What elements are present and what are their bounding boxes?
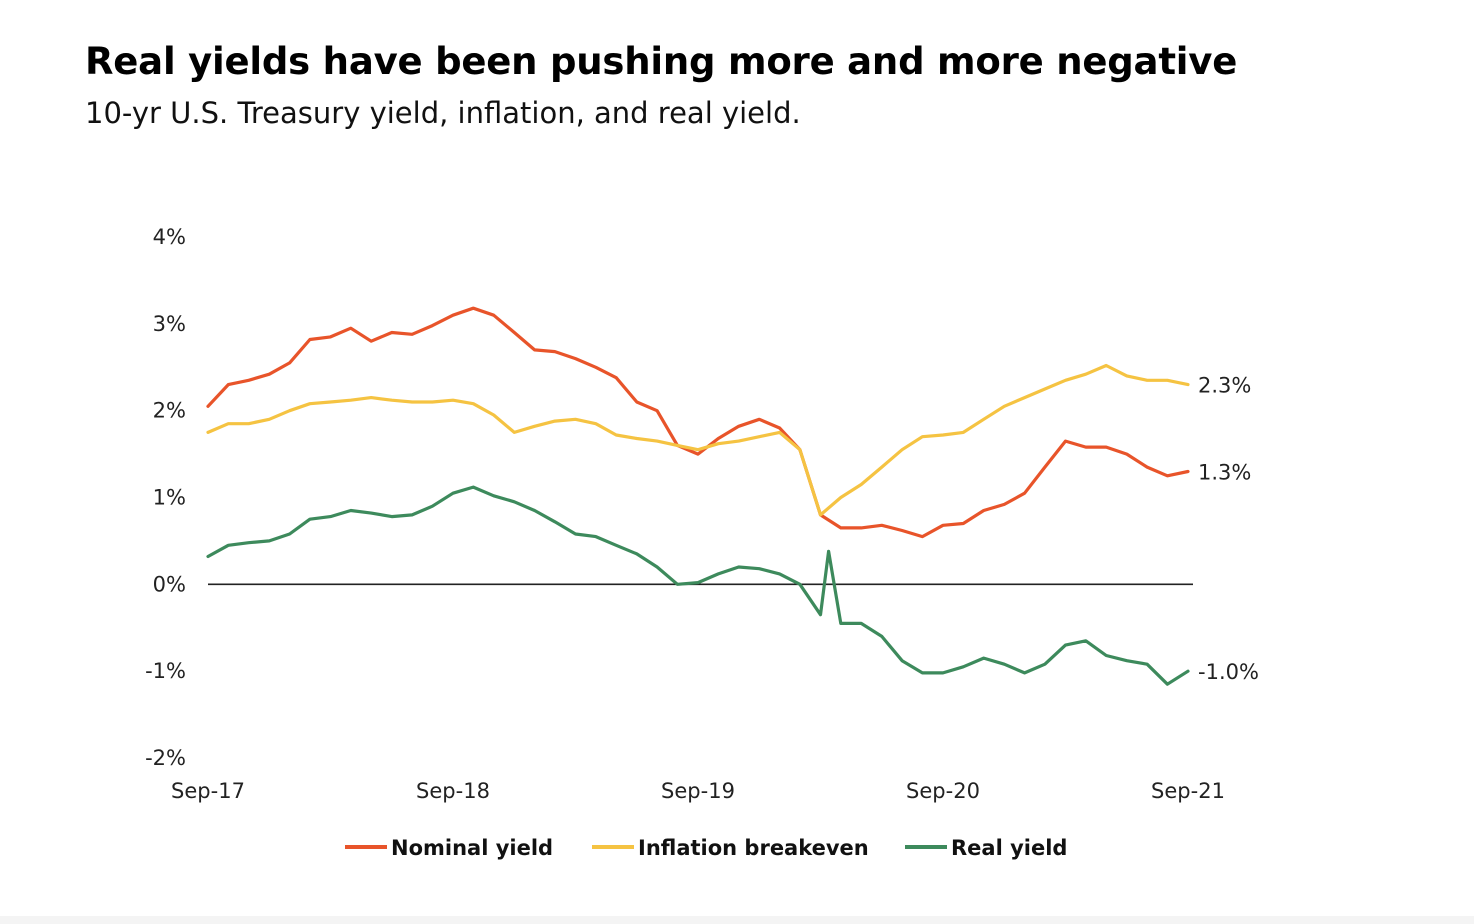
series-lines — [206, 306, 1190, 686]
end-value-label: 1.3% — [1198, 460, 1251, 484]
chart-subtitle: 10-yr U.S. Treasury yield, inflation, an… — [85, 96, 801, 130]
y-tick-label: 2% — [153, 399, 186, 423]
chart-legend: Nominal yield Inflation breakeven Real yie… — [345, 836, 1067, 860]
x-tick-label: Sep-21 — [1151, 779, 1225, 803]
x-axis-ticks: Sep-17 Sep-18 Sep-19 Sep-20 Sep-21 — [171, 779, 1225, 803]
x-tick-label: Sep-20 — [906, 779, 980, 803]
series-line-nominal-yield — [206, 306, 1190, 539]
series-line-inflation-breakeven — [206, 363, 1190, 517]
page-bottom-bar — [0, 916, 1474, 924]
x-tick-label: Sep-17 — [171, 779, 245, 803]
legend-label: Inflation breakeven — [638, 836, 869, 860]
y-axis-ticks: 4% 3% 2% 1% 0% -1% -2% — [145, 225, 186, 770]
series-end-labels: 1.3% 2.3% -1.0% — [1198, 374, 1259, 685]
y-tick-label: 4% — [153, 225, 186, 249]
chart-title: Real yields have been pushing more and m… — [85, 40, 1238, 83]
y-tick-label: -1% — [145, 659, 186, 683]
end-value-label: -1.0% — [1198, 660, 1259, 684]
end-value-label: 2.3% — [1198, 374, 1251, 398]
x-tick-label: Sep-18 — [416, 779, 490, 803]
series-line-real-yield — [206, 485, 1190, 686]
y-tick-label: 1% — [153, 486, 186, 510]
legend-label: Real yield — [951, 836, 1067, 860]
y-tick-label: 3% — [153, 312, 186, 336]
y-tick-label: -2% — [145, 746, 186, 770]
legend-label: Nominal yield — [391, 836, 553, 860]
y-tick-label: 0% — [153, 572, 186, 596]
x-tick-label: Sep-19 — [661, 779, 735, 803]
